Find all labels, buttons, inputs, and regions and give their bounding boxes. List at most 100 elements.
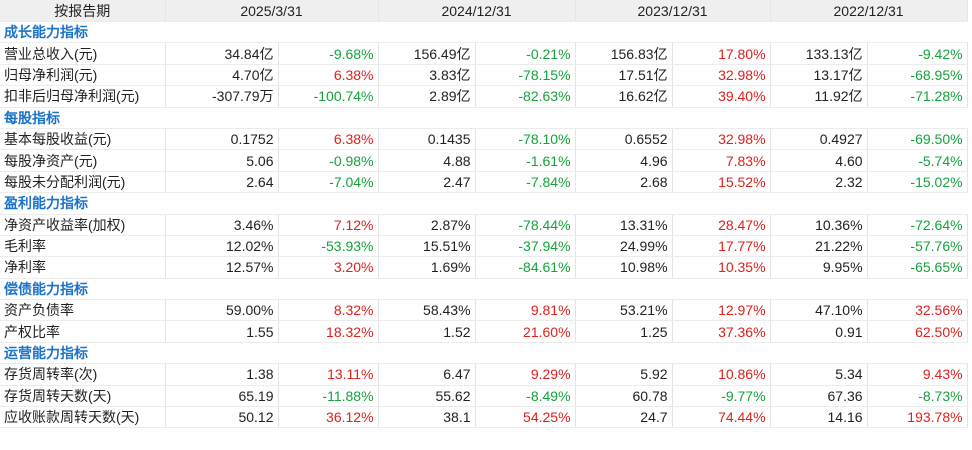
value-cell: 67.36 bbox=[770, 385, 868, 408]
change-cell: 54.25% bbox=[475, 406, 576, 429]
data-row: 归母净利润(元) 4.70亿 6.38% 3.83亿 -78.15% 17.51亿 32.9… bbox=[0, 64, 968, 87]
change-cell: 39.40% bbox=[672, 85, 771, 108]
change-cell: 17.80% bbox=[672, 42, 771, 65]
data-row: 营业总收入(元) 34.84亿 -9.68% 156.49亿 -0.21% 156.83亿… bbox=[0, 42, 968, 65]
value-cell: 3.83亿 bbox=[378, 64, 476, 87]
row-label: 净资产收益率(加权) bbox=[0, 214, 166, 236]
data-row: 基本每股收益(元) 0.1752 6.38% 0.1435 -78.10% 0.6552 3… bbox=[0, 128, 968, 151]
value-cell: 5.06 bbox=[165, 149, 279, 172]
change-cell: 37.36% bbox=[672, 320, 771, 343]
period-header: 2024/12/31 bbox=[378, 0, 576, 22]
value-cell: 65.19 bbox=[165, 385, 279, 408]
row-label: 扣非后归母净利润(元) bbox=[0, 85, 166, 108]
value-cell: 1.55 bbox=[165, 320, 279, 343]
change-cell: -8.73% bbox=[867, 385, 968, 408]
change-cell: 28.47% bbox=[672, 214, 771, 236]
data-row: 应收账款周转天数(天) 50.12 36.12% 38.1 54.25% 24.7 74.4… bbox=[0, 406, 968, 429]
row-label: 产权比率 bbox=[0, 320, 166, 343]
section-row: 成长能力指标 bbox=[0, 21, 968, 44]
row-label: 存货周转天数(天) bbox=[0, 385, 166, 408]
change-cell: -9.68% bbox=[278, 42, 379, 65]
period-header: 2023/12/31 bbox=[575, 0, 771, 22]
data-row: 毛利率 12.02% -53.93% 15.51% -37.94% 24.99% 17.77… bbox=[0, 235, 968, 258]
change-cell: -0.21% bbox=[475, 42, 576, 65]
data-row: 扣非后归母净利润(元) -307.79万 -100.74% 2.89亿 -82.63% 1… bbox=[0, 85, 968, 108]
value-cell: 2.47 bbox=[378, 171, 476, 194]
value-cell: 5.92 bbox=[575, 363, 673, 386]
change-cell: 32.98% bbox=[672, 64, 771, 87]
change-cell: -0.98% bbox=[278, 149, 379, 172]
change-cell: 10.86% bbox=[672, 363, 771, 386]
change-cell: 21.60% bbox=[475, 320, 576, 343]
value-cell: 4.70亿 bbox=[165, 64, 279, 87]
change-cell: -65.65% bbox=[867, 256, 968, 279]
value-cell: 1.25 bbox=[575, 320, 673, 343]
value-cell: 4.88 bbox=[378, 149, 476, 172]
value-cell: 11.92亿 bbox=[770, 85, 868, 108]
data-row: 净利率 12.57% 3.20% 1.69% -84.61% 10.98% 10.35% 9.… bbox=[0, 256, 968, 279]
data-row: 每股未分配利润(元) 2.64 -7.04% 2.47 -7.84% 2.68 15.52%… bbox=[0, 171, 968, 194]
change-cell: -84.61% bbox=[475, 256, 576, 279]
header-row: 按报告期 2025/3/31 2024/12/31 2023/12/31 2022/1… bbox=[0, 0, 968, 22]
change-cell: -5.74% bbox=[867, 149, 968, 172]
change-cell: 36.12% bbox=[278, 406, 379, 429]
value-cell: 133.13亿 bbox=[770, 42, 868, 65]
value-cell: 58.43% bbox=[378, 299, 476, 322]
financial-table: 按报告期 2025/3/31 2024/12/31 2023/12/31 2022/1… bbox=[0, 0, 968, 429]
value-cell: 10.98% bbox=[575, 256, 673, 279]
value-cell: 50.12 bbox=[165, 406, 279, 429]
data-row: 净资产收益率(加权) 3.46% 7.12% 2.87% -78.44% 13.31% 28… bbox=[0, 214, 968, 236]
change-cell: 7.12% bbox=[278, 214, 379, 236]
change-cell: -72.64% bbox=[867, 214, 968, 236]
change-cell: 6.38% bbox=[278, 128, 379, 151]
value-cell: 60.78 bbox=[575, 385, 673, 408]
section-row: 盈利能力指标 bbox=[0, 192, 968, 215]
change-cell: -37.94% bbox=[475, 235, 576, 258]
data-row: 存货周转天数(天) 65.19 -11.88% 55.62 -8.49% 60.78 -9.… bbox=[0, 385, 968, 408]
change-cell: -15.02% bbox=[867, 171, 968, 194]
period-header: 2022/12/31 bbox=[770, 0, 968, 22]
row-label: 基本每股收益(元) bbox=[0, 128, 166, 151]
change-cell: -100.74% bbox=[278, 85, 379, 108]
change-cell: 18.32% bbox=[278, 320, 379, 343]
change-cell: -11.88% bbox=[278, 385, 379, 408]
change-cell: 13.11% bbox=[278, 363, 379, 386]
row-label: 存货周转率(次) bbox=[0, 363, 166, 386]
change-cell: 193.78% bbox=[867, 406, 968, 429]
change-cell: 10.35% bbox=[672, 256, 771, 279]
value-cell: 1.69% bbox=[378, 256, 476, 279]
value-cell: 17.51亿 bbox=[575, 64, 673, 87]
value-cell: 2.64 bbox=[165, 171, 279, 194]
value-cell: 53.21% bbox=[575, 299, 673, 322]
data-row: 每股净资产(元) 5.06 -0.98% 4.88 -1.61% 4.96 7.83% 4.6… bbox=[0, 149, 968, 172]
value-cell: 2.68 bbox=[575, 171, 673, 194]
change-cell: -57.76% bbox=[867, 235, 968, 258]
value-cell: 156.49亿 bbox=[378, 42, 476, 65]
data-row: 资产负债率 59.00% 8.32% 58.43% 9.81% 53.21% 12.97% 4… bbox=[0, 299, 968, 322]
change-cell: 3.20% bbox=[278, 256, 379, 279]
header-label: 按报告期 bbox=[0, 0, 166, 22]
row-label: 每股未分配利润(元) bbox=[0, 171, 166, 194]
table-body: 成长能力指标 营业总收入(元) 34.84亿 -9.68% 156.49亿 -0.21% 1… bbox=[0, 21, 968, 429]
value-cell: 14.16 bbox=[770, 406, 868, 429]
value-cell: 24.99% bbox=[575, 235, 673, 258]
change-cell: -68.95% bbox=[867, 64, 968, 87]
section-row: 偿债能力指标 bbox=[0, 278, 968, 301]
row-label: 营业总收入(元) bbox=[0, 42, 166, 65]
value-cell: 55.62 bbox=[378, 385, 476, 408]
change-cell: -1.61% bbox=[475, 149, 576, 172]
row-label: 每股净资产(元) bbox=[0, 149, 166, 172]
value-cell: 3.46% bbox=[165, 214, 279, 236]
section-title: 运营能力指标 bbox=[0, 342, 968, 365]
value-cell: 156.83亿 bbox=[575, 42, 673, 65]
change-cell: -9.77% bbox=[672, 385, 771, 408]
section-row: 每股指标 bbox=[0, 107, 968, 129]
value-cell: 15.51% bbox=[378, 235, 476, 258]
change-cell: -69.50% bbox=[867, 128, 968, 151]
value-cell: 6.47 bbox=[378, 363, 476, 386]
row-label: 毛利率 bbox=[0, 235, 166, 258]
change-cell: -82.63% bbox=[475, 85, 576, 108]
section-row: 运营能力指标 bbox=[0, 342, 968, 365]
change-cell: -78.15% bbox=[475, 64, 576, 87]
change-cell: 9.29% bbox=[475, 363, 576, 386]
